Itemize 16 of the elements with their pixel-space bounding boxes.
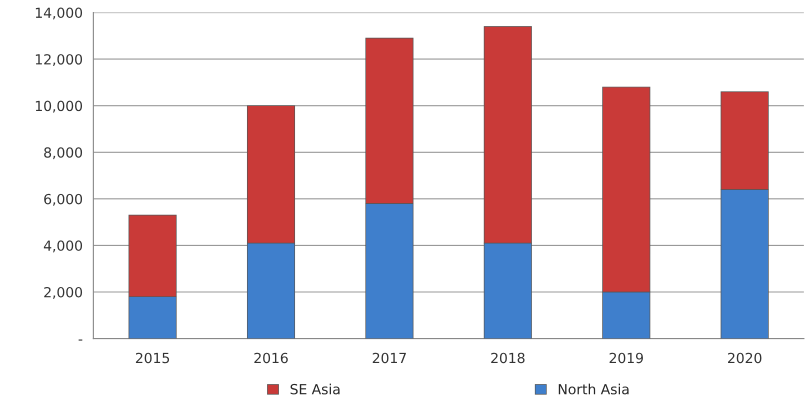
x-tick-label: 2015	[136, 352, 170, 364]
y-tick-label: 10,000	[36, 100, 82, 113]
y-tick-label: 8,000	[44, 147, 82, 160]
y-tick-label: -	[78, 339, 82, 341]
x-tick-label: 2018	[491, 352, 525, 364]
x-tick-label: 2019	[610, 352, 643, 364]
y-tick-label: 6,000	[44, 194, 82, 206]
y-tick-label: 14,000	[36, 8, 82, 20]
y-tick-label: 2,000	[44, 286, 82, 299]
legend-label: North Asia	[558, 384, 629, 394]
y-tick-label: 4,000	[44, 240, 82, 252]
x-tick-label: 2017	[372, 352, 406, 364]
x-tick-label: 2016	[254, 352, 288, 364]
x-tick-label: 2020	[728, 352, 762, 364]
legend-label: SE Asia	[290, 384, 340, 394]
y-tick-label: 12,000	[36, 54, 82, 66]
